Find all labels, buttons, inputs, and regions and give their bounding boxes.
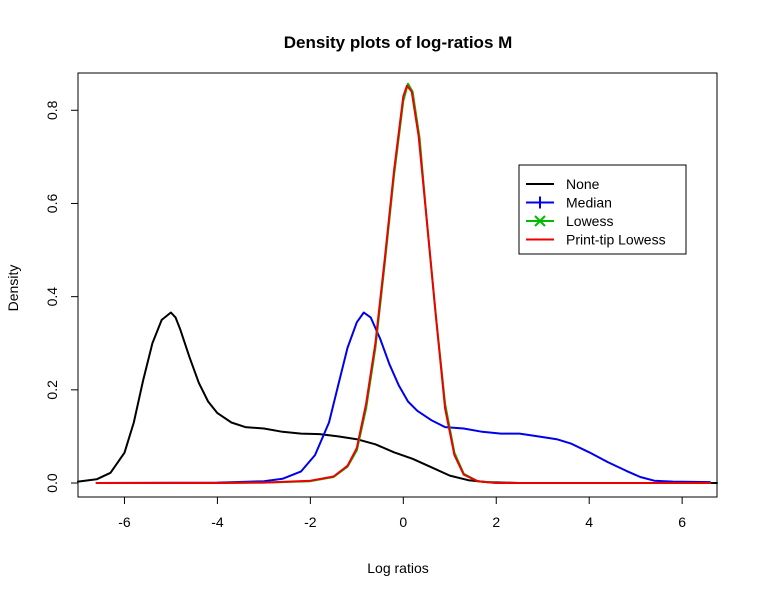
x-axis: -6 -4 -2 0 2 4 6 xyxy=(118,497,686,530)
chart-title: Density plots of log-ratios M xyxy=(284,33,513,52)
x-tick-label: -6 xyxy=(118,514,131,530)
series-line-2 xyxy=(95,82,711,484)
legend: None Median Lowess Print-tip Lowess xyxy=(518,164,687,255)
legend-box xyxy=(518,164,687,255)
y-tick-label: 0.8 xyxy=(44,100,60,120)
y-axis-label: Density xyxy=(5,265,21,312)
series-line-3 xyxy=(95,84,711,484)
y-tick-label: 0.2 xyxy=(44,380,60,400)
x-tick-label: 4 xyxy=(585,514,593,530)
y-tick-label: 0.6 xyxy=(44,194,60,214)
legend-label: Lowess xyxy=(566,213,613,229)
y-tick-label: 0.0 xyxy=(44,473,60,493)
x-tick-label: 0 xyxy=(399,514,407,530)
x-axis-label: Log ratios xyxy=(367,560,428,576)
legend-label: Print-tip Lowess xyxy=(566,232,666,248)
x-tick-label: -4 xyxy=(211,514,224,530)
legend-x-marker xyxy=(534,215,546,227)
plot-frame xyxy=(77,72,718,498)
y-tick-label: 0.4 xyxy=(44,287,60,307)
series-line-1 xyxy=(95,311,711,484)
x-tick-label: 2 xyxy=(492,514,500,530)
x-tick-label: 6 xyxy=(678,514,686,530)
series-layer xyxy=(77,82,718,484)
series-line-0 xyxy=(77,311,718,484)
y-axis: 0.0 0.2 0.4 0.6 0.8 xyxy=(44,100,78,493)
legend-label: Median xyxy=(566,195,612,211)
x-tick-label: -2 xyxy=(304,514,317,530)
legend-label: None xyxy=(566,176,600,192)
